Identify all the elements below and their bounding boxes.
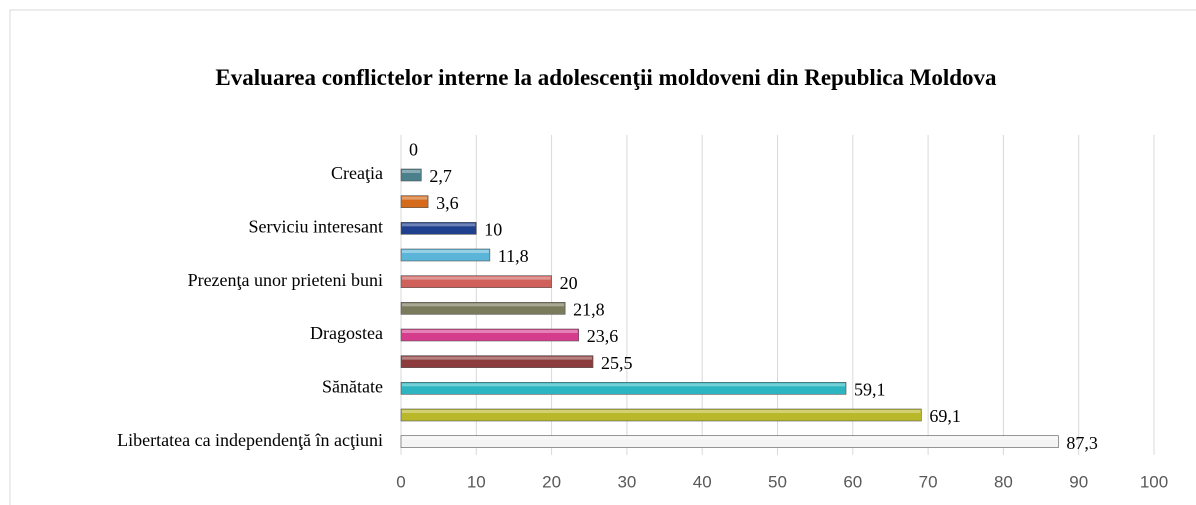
chart-frame — [9, 9, 1196, 505]
bar-highlight — [402, 170, 421, 173]
data-label: 25,5 — [601, 353, 633, 373]
bar-highlight — [402, 223, 476, 227]
data-label: 59,1 — [854, 379, 886, 399]
data-label: 21,8 — [573, 299, 605, 319]
x-tick-label: 0 — [396, 472, 405, 491]
bar — [400, 195, 429, 208]
bar-highlight — [402, 436, 1058, 440]
bar — [400, 435, 1059, 448]
bar-highlight — [402, 330, 578, 333]
data-label: 20 — [560, 273, 578, 293]
bar — [400, 222, 477, 235]
data-label: 69,1 — [929, 406, 961, 426]
bar — [400, 408, 922, 422]
data-label: 87,3 — [1066, 433, 1098, 453]
y-tick-label: Sănătate — [322, 376, 383, 396]
x-tick-label: 40 — [693, 472, 712, 491]
x-tick-label: 60 — [843, 472, 862, 491]
bar-highlight — [402, 250, 489, 253]
data-label: 3,6 — [436, 193, 459, 213]
y-tick-label: Dragostea — [310, 323, 383, 343]
x-tick-label: 20 — [542, 472, 561, 491]
bar — [400, 248, 491, 262]
x-tick-label: 80 — [994, 472, 1013, 491]
bar — [400, 328, 580, 342]
x-tick-label: 50 — [768, 472, 787, 491]
bar-highlight — [402, 410, 921, 413]
data-label: 23,6 — [587, 326, 619, 346]
x-tick-label: 100 — [1140, 472, 1168, 491]
bar-highlight — [402, 276, 551, 280]
x-tick-label: 30 — [617, 472, 636, 491]
data-label: 2,7 — [429, 166, 452, 186]
y-tick-label: Creaţia — [331, 163, 383, 183]
data-label: 10 — [484, 219, 502, 239]
y-tick-label: Prezenţa unor prieteni buni — [188, 270, 383, 290]
bar-highlight — [402, 383, 846, 387]
chart-title: Evaluarea conflictelor interne la adoles… — [215, 65, 997, 90]
bar — [400, 382, 847, 395]
x-tick-label: 90 — [1069, 472, 1088, 491]
x-tick-label: 10 — [467, 472, 486, 491]
bar — [400, 355, 594, 368]
bar-highlight — [402, 196, 428, 200]
bar-highlight — [402, 303, 565, 307]
bar — [400, 168, 422, 182]
y-tick-label: Serviciu interesant — [249, 216, 383, 236]
data-label: 0 — [409, 139, 418, 159]
x-tick-label: 70 — [919, 472, 938, 491]
data-label: 11,8 — [498, 246, 529, 266]
bar — [400, 302, 566, 315]
bar — [400, 275, 552, 288]
y-tick-label: Libertatea ca independenţă în acţiuni — [117, 430, 383, 450]
bar-highlight — [402, 356, 593, 360]
